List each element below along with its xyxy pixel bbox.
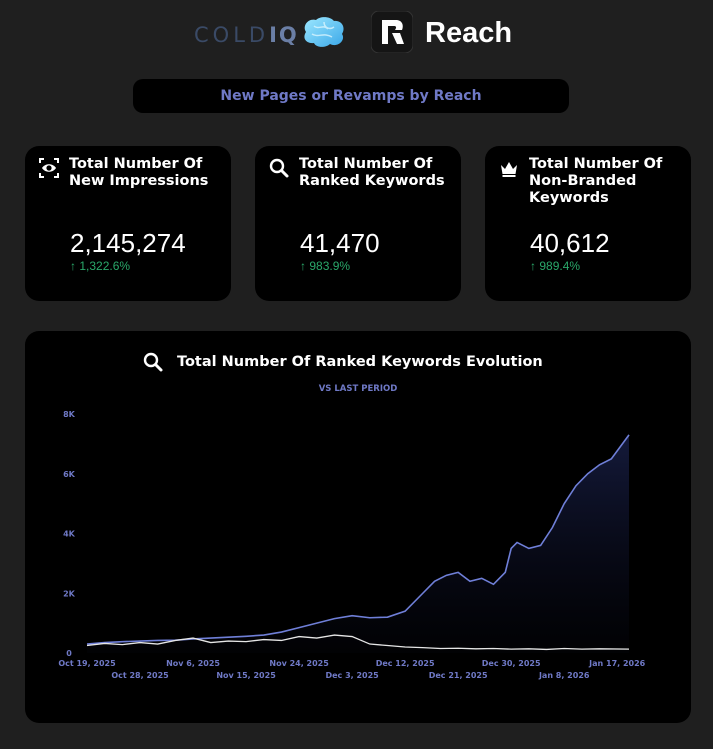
kpi-value: 2,145,274 — [70, 228, 186, 258]
arrow-up-icon: ↑ — [70, 259, 76, 273]
chart-card: Total Number Of Ranked Keywords Evolutio… — [25, 331, 691, 723]
y-tick-label: 4K — [63, 530, 76, 539]
arrow-up-icon: ↑ — [300, 259, 306, 273]
kpi-value: 40,612 — [530, 228, 610, 258]
x-tick-label: Jan 17, 2026 — [588, 659, 646, 668]
header: COLDIQ Reach — [0, 10, 713, 58]
x-tick-label: Dec 12, 2025 — [376, 659, 435, 668]
chart-title: Total Number Of Ranked Keywords Evolutio… — [177, 354, 543, 370]
y-tick-label: 8K — [63, 410, 76, 419]
kpi-card-non-branded-keywords: Total Number Of Non-Branded Keywords 40,… — [485, 146, 691, 301]
previous-period-line — [86, 634, 630, 651]
kpi-card-ranked-keywords: Total Number Of Ranked Keywords 41,470 ↑… — [255, 146, 461, 301]
x-tick-label: Dec 21, 2025 — [429, 671, 488, 680]
section-banner: New Pages or Revamps by Reach — [133, 79, 569, 113]
kpi-title: Total Number Of New Impressions — [69, 156, 209, 189]
x-tick-label: Nov 24, 2025 — [269, 659, 329, 668]
search-icon — [269, 158, 289, 178]
y-tick-label: 2K — [63, 589, 76, 598]
banner-label: New Pages or Revamps by Reach — [220, 88, 482, 104]
brain-logo-icon — [304, 17, 344, 47]
arrow-up-icon: ↑ — [530, 259, 536, 273]
x-tick-label: Jan 8, 2026 — [538, 671, 590, 680]
chart-subtitle: VS LAST PERIOD — [318, 384, 398, 394]
kpi-value: 41,470 — [300, 228, 380, 258]
eye-icon — [39, 158, 59, 178]
kpi-delta: ↑ 1,322.6% — [70, 259, 131, 273]
x-tick-label: Oct 28, 2025 — [111, 671, 169, 680]
reach-logo-icon — [371, 11, 413, 53]
current-period-area — [87, 434, 629, 653]
kpi-delta: ↑ 983.9% — [300, 259, 351, 273]
kpi-title: Total Number Of Ranked Keywords — [299, 156, 445, 189]
kpi-title: Total Number Of Non-Branded Keywords — [529, 156, 663, 206]
y-tick-label: 6K — [63, 470, 76, 479]
keywords-evolution-chart: 0 2K 4K 6K 8K Oct 19, 2025 Oct 28, 2025 Nov 6, … — [58, 410, 646, 680]
reach-logo-text: Reach — [425, 17, 513, 49]
y-tick-label: 0 — [66, 649, 72, 658]
x-tick-label: Dec 30, 2025 — [482, 659, 541, 668]
search-icon — [143, 352, 163, 372]
x-tick-label: Dec 3, 2025 — [325, 671, 379, 680]
x-tick-label: Oct 19, 2025 — [58, 659, 116, 668]
coldiq-logo: COLDIQ — [194, 23, 299, 47]
x-tick-label: Nov 6, 2025 — [166, 659, 220, 668]
crown-icon — [501, 162, 517, 177]
kpi-card-impressions: Total Number Of New Impressions 2,145,27… — [25, 146, 231, 301]
x-tick-label: Nov 15, 2025 — [216, 671, 276, 680]
kpi-delta: ↑ 989.4% — [530, 259, 581, 273]
